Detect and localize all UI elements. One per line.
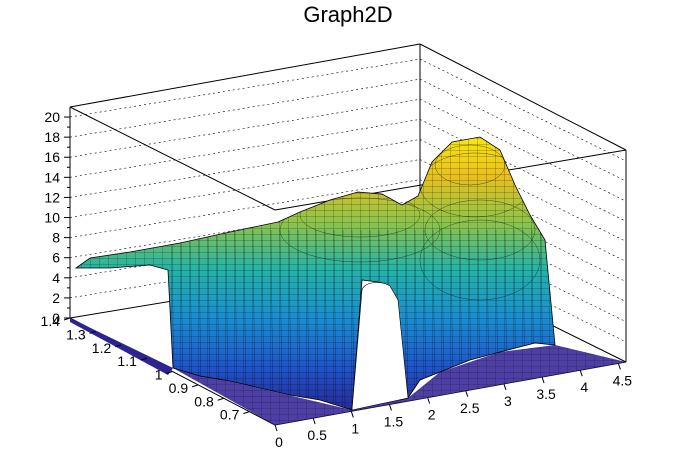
y-tick bbox=[191, 384, 199, 388]
y-tick bbox=[140, 357, 148, 361]
x-tick-label: 0.5 bbox=[307, 427, 327, 443]
surface-mesh-line bbox=[288, 229, 292, 410]
surface-contour bbox=[299, 192, 421, 238]
surface-mesh-line bbox=[225, 229, 229, 410]
z-tick-label: 14 bbox=[44, 169, 60, 185]
surface-mesh-line bbox=[351, 229, 355, 410]
x-tick bbox=[312, 417, 316, 425]
z-tick-label: 6 bbox=[52, 250, 60, 266]
floor-mesh bbox=[70, 318, 626, 425]
x-tick bbox=[465, 390, 469, 397]
y-tick-label: 0.8 bbox=[194, 393, 214, 409]
surface-mesh-line bbox=[315, 229, 319, 410]
gridline bbox=[69, 139, 421, 198]
gridline bbox=[69, 119, 421, 178]
surface-mesh-line bbox=[234, 229, 238, 410]
y-tick bbox=[217, 397, 224, 401]
surface-contour bbox=[424, 199, 536, 261]
y-tick-label: 1.2 bbox=[92, 340, 112, 356]
surface-mesh-line bbox=[297, 229, 301, 410]
surface-mesh-line bbox=[279, 229, 283, 410]
surface-mesh-line bbox=[306, 229, 310, 410]
x-tick bbox=[388, 404, 392, 411]
chart-title: Graph2D bbox=[303, 2, 393, 27]
x-tick-label: 3.5 bbox=[536, 386, 556, 402]
gridline bbox=[419, 159, 627, 262]
z-tick-label: 12 bbox=[44, 189, 60, 205]
z-tick-label: 0 bbox=[52, 310, 60, 326]
z-axis: 0 2 4 6 8 10 12 14 16 18 20 bbox=[44, 109, 70, 326]
gridline bbox=[419, 239, 627, 343]
x-tick-label: 2.5 bbox=[460, 400, 480, 416]
gridline bbox=[419, 179, 627, 282]
x-tick bbox=[350, 411, 354, 418]
z-tick-label: 8 bbox=[52, 230, 60, 246]
surface-contour bbox=[419, 219, 541, 301]
x-tick-label: 0 bbox=[275, 434, 283, 450]
x-tick-label: 4.5 bbox=[613, 372, 633, 388]
x-tick-label: 2 bbox=[428, 407, 436, 423]
x-axis: 0 0.5 1 1.5 2 2.5 3 3.5 4 4.5 bbox=[274, 363, 633, 450]
x-tick bbox=[274, 424, 278, 432]
y-axis: 0.7 0.8 0.9 1 1.1 1.2 1.3 1.4 bbox=[41, 313, 250, 423]
x-tick-label: 3 bbox=[504, 393, 512, 409]
x-tick bbox=[541, 376, 545, 384]
y-tick-label: 1.4 bbox=[41, 313, 61, 329]
gridline bbox=[69, 159, 421, 218]
gridline bbox=[419, 219, 627, 323]
gridline bbox=[419, 119, 627, 222]
z-tick-label: 16 bbox=[44, 149, 60, 165]
y-tick bbox=[115, 344, 122, 348]
surface-mesh-line bbox=[333, 229, 337, 410]
gridline bbox=[419, 199, 627, 302]
y-tick bbox=[63, 317, 71, 321]
surface-mesh-line bbox=[252, 229, 256, 410]
gridline bbox=[419, 58, 627, 162]
gridline bbox=[69, 78, 421, 138]
surface-contour bbox=[434, 144, 506, 186]
surface-mesh-line bbox=[243, 229, 247, 410]
y-tick-label: 1.1 bbox=[117, 353, 137, 369]
y-tick-label: 0.7 bbox=[220, 407, 240, 423]
surface-mesh-line bbox=[324, 229, 328, 410]
x-tick bbox=[427, 397, 431, 404]
x-tick bbox=[617, 363, 621, 370]
x-tick-label: 1 bbox=[351, 420, 359, 436]
gridline bbox=[419, 78, 627, 182]
y-tick-label: 1.3 bbox=[66, 326, 86, 342]
surface-mesh-line bbox=[414, 229, 418, 410]
gridline bbox=[419, 98, 627, 202]
z-tick-label: 4 bbox=[52, 270, 60, 286]
surface-mesh-line bbox=[342, 229, 346, 410]
z-tick-label: 18 bbox=[44, 129, 60, 145]
z-tick-label: 20 bbox=[44, 109, 60, 125]
x-tick bbox=[503, 383, 507, 391]
x-tick bbox=[579, 370, 583, 377]
y-tick bbox=[89, 330, 96, 334]
x-tick-label: 4 bbox=[580, 379, 588, 395]
gridline bbox=[69, 179, 421, 238]
y-tick bbox=[166, 371, 173, 374]
surface-mesh-line bbox=[405, 229, 409, 410]
surface-mesh-line bbox=[270, 229, 274, 410]
y-tick-label: 0.9 bbox=[169, 380, 189, 396]
gridline bbox=[69, 98, 421, 158]
surface-mesh-line bbox=[261, 229, 265, 410]
y-tick-label: 1 bbox=[155, 367, 163, 383]
z-tick-label: 2 bbox=[52, 290, 60, 306]
x-tick-label: 1.5 bbox=[384, 413, 404, 429]
z-tick-label: 10 bbox=[44, 210, 60, 226]
gridline bbox=[419, 139, 627, 242]
y-tick bbox=[243, 411, 250, 415]
surface-gap bbox=[351, 282, 409, 411]
gridline bbox=[69, 58, 421, 118]
